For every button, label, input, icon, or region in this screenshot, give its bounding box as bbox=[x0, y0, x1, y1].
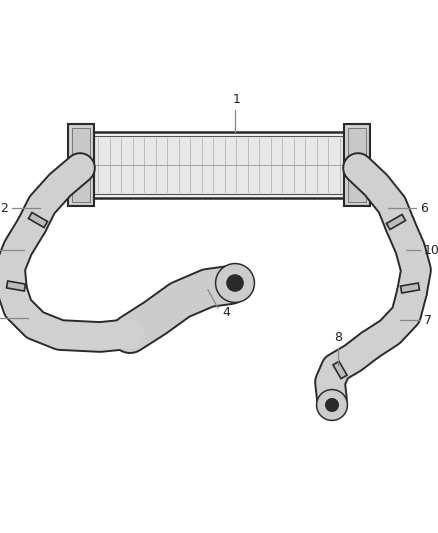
Circle shape bbox=[326, 399, 338, 411]
Bar bbox=[386, 214, 406, 230]
Bar bbox=[7, 281, 25, 291]
Bar bbox=[333, 361, 347, 378]
Text: 8: 8 bbox=[334, 331, 342, 344]
Bar bbox=[344, 124, 370, 206]
Circle shape bbox=[215, 263, 254, 303]
Circle shape bbox=[317, 390, 347, 421]
Bar bbox=[72, 128, 90, 202]
Bar bbox=[28, 213, 48, 228]
Bar bbox=[348, 128, 366, 202]
Text: 2: 2 bbox=[0, 201, 8, 214]
Text: 10: 10 bbox=[424, 244, 438, 256]
Text: 6: 6 bbox=[420, 201, 428, 214]
Bar bbox=[68, 124, 94, 206]
Text: 4: 4 bbox=[222, 305, 230, 319]
Text: 7: 7 bbox=[424, 313, 432, 327]
Circle shape bbox=[217, 265, 253, 301]
Text: 1: 1 bbox=[233, 93, 241, 106]
Bar bbox=[94, 136, 344, 194]
Circle shape bbox=[318, 391, 346, 419]
Bar bbox=[90, 132, 348, 198]
Bar bbox=[400, 283, 420, 293]
Circle shape bbox=[227, 275, 243, 291]
